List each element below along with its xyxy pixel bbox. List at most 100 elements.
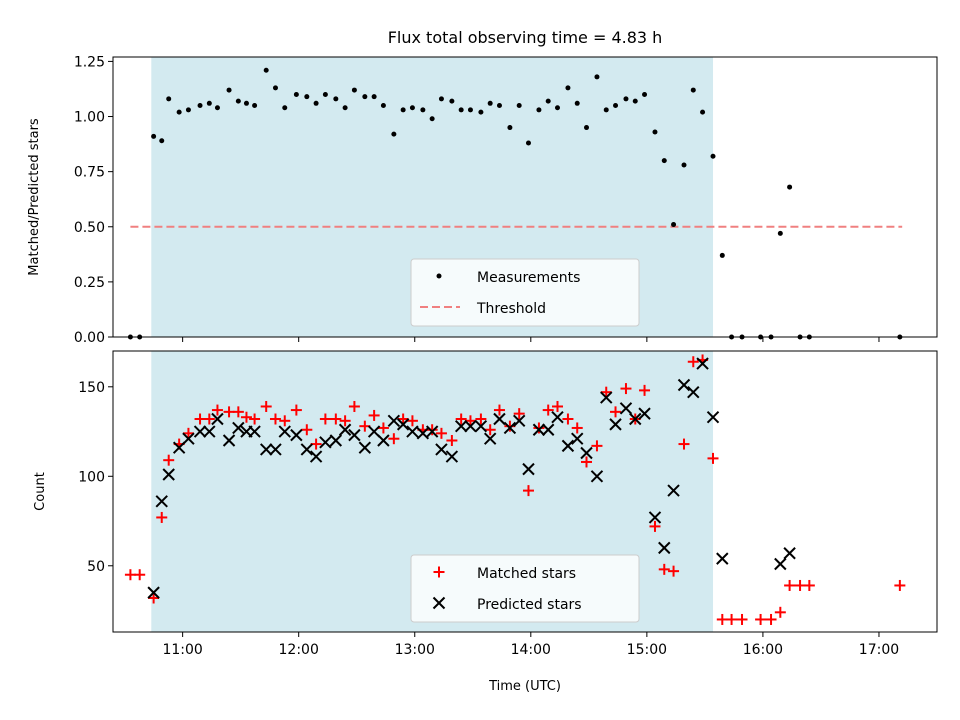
x-tick-label: 12:00 [279, 642, 319, 658]
bottom-legend: Matched stars Predicted stars [410, 554, 640, 623]
predicted-star-point [658, 541, 671, 555]
measurement-point [496, 103, 502, 109]
measurement-point [293, 91, 299, 97]
matched-star-point [716, 613, 728, 625]
predicted-star-point [377, 434, 390, 447]
predicted-star-point [387, 414, 401, 428]
matched-star-point [232, 406, 244, 418]
matched-star-point [249, 413, 261, 425]
predicted-star-point [416, 427, 430, 440]
matched-star-point [639, 384, 651, 396]
matched-star-point [736, 613, 748, 625]
measurement-point [478, 109, 484, 115]
measurement-point [719, 252, 725, 258]
matched-star-point [794, 579, 806, 591]
predicted-star-point [248, 425, 261, 438]
measurement-point [371, 94, 377, 100]
matched-star-point [194, 413, 206, 425]
matched-star-point [513, 408, 525, 420]
measurement-point [333, 96, 339, 102]
matched-star-point [290, 404, 302, 416]
bottom-y-axis-label: Count [33, 472, 48, 511]
matched-star-point [475, 413, 487, 425]
matched-star-point [484, 424, 496, 436]
matched-star-point [426, 424, 438, 436]
measurement-point [252, 103, 258, 109]
measurement-point [700, 109, 706, 115]
predicted-star-point [677, 378, 691, 392]
matched-star-point [533, 422, 545, 434]
predicted-star-point [300, 443, 314, 456]
matched-star-point [368, 409, 380, 421]
matched-star-point [223, 406, 235, 418]
measurement-point [214, 105, 220, 111]
measurement-point [632, 98, 638, 104]
matched-star-point [765, 613, 777, 625]
bottom-x-axis: 11:00 12:00 13:00 14:00 15:00 16:00 17:00 [162, 632, 899, 658]
legend-label-matched-stars: Matched stars [477, 566, 576, 582]
x-tick-label: 13:00 [395, 642, 435, 658]
x-tick-label: 11:00 [162, 642, 202, 658]
predicted-star-point [503, 421, 517, 435]
y-tick-label: 0.75 [74, 165, 105, 181]
predicted-star-point [512, 414, 526, 428]
matched-star-point [522, 485, 534, 497]
measurement-point [652, 129, 658, 135]
matched-star-point [330, 413, 342, 425]
matched-star-point [348, 400, 360, 412]
top-legend-box [410, 258, 640, 327]
measurement-point [263, 67, 269, 73]
matched-star-point [542, 404, 554, 416]
predicted-star-point [522, 462, 535, 476]
predicted-star-point [600, 391, 613, 404]
measurement-point [243, 100, 249, 106]
x-axis-label: Time (UTC) [488, 679, 561, 694]
predicted-star-point [203, 425, 216, 438]
predicted-star-point [396, 418, 410, 431]
bottom-plot-frame [112, 350, 938, 633]
predicted-star-point [551, 411, 564, 424]
measurement-point [458, 107, 464, 113]
predicted-star-point [269, 443, 282, 456]
matched-star-point [134, 569, 146, 581]
measurement-point [536, 107, 542, 113]
bottom-y-axis: 50 100 150 [78, 380, 113, 575]
predicted-star-point [561, 439, 575, 453]
matched-star-point [339, 415, 351, 427]
matched-star-point [377, 422, 389, 434]
predicted-star-point [609, 418, 622, 431]
matched-star-point [678, 438, 690, 450]
matched-star-point [591, 440, 603, 452]
top-y-axis-label: Matched/Predicted stars [27, 118, 42, 276]
measurement-point [545, 98, 551, 104]
matched-star-point [435, 427, 447, 439]
measurement-point [594, 74, 600, 80]
legend-marker-matched-stars [433, 566, 445, 578]
matched-star-point [600, 386, 612, 398]
y-tick-label: 0.25 [74, 275, 105, 291]
matched-star-point [124, 569, 136, 581]
matched-star-point [784, 579, 796, 591]
predicted-star-point [542, 423, 555, 436]
matched-star-point [658, 563, 670, 575]
predicted-star-point [445, 450, 459, 463]
predicted-star-point [162, 468, 175, 481]
measurement-point [681, 162, 687, 168]
predicted-star-point [783, 547, 796, 560]
top-panel: 0.00 0.25 0.50 0.75 1.00 1.25 Flux total obse… [27, 28, 938, 346]
x-tick-label: 14:00 [511, 642, 551, 658]
y-tick-label: 150 [78, 380, 105, 396]
predicted-star-point [155, 495, 168, 508]
predicted-star-point [147, 586, 160, 599]
matched-star-point [668, 565, 680, 577]
measurement-point [787, 184, 793, 190]
measurement-point [282, 105, 288, 111]
predicted-star-point [648, 511, 662, 524]
matched-star-point [269, 413, 281, 425]
predicted-star-point [619, 402, 633, 415]
measurement-point [554, 105, 560, 111]
measurement-point [206, 100, 212, 106]
legend-marker-predicted-stars [432, 596, 446, 610]
predicted-star-point [590, 470, 604, 483]
measurement-point [584, 125, 590, 131]
